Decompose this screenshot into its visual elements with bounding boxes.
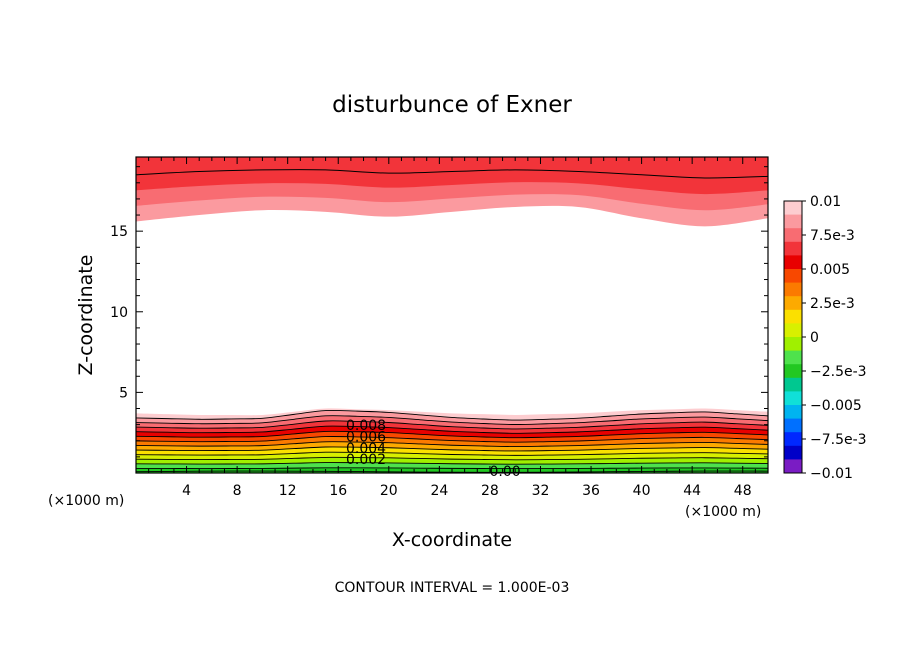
chart-title: disturbunce of Exner — [332, 92, 572, 118]
colorbar-segment — [784, 296, 802, 311]
x-tick-label: 36 — [582, 483, 600, 499]
colorbar-label: 0 — [810, 330, 819, 346]
colorbar-segment — [784, 201, 802, 216]
x-tick-label: 16 — [329, 483, 347, 499]
colorbar-segment — [784, 269, 802, 284]
lower-contour-line — [136, 462, 768, 465]
colorbar-segment — [784, 418, 802, 433]
colorbar-segment — [784, 350, 802, 365]
x-tick-label: 4 — [182, 483, 191, 499]
lower-contour-line — [136, 425, 768, 434]
lower-contour-line — [136, 415, 768, 425]
colorbar-segment — [784, 391, 802, 406]
colorbar-segment — [784, 241, 802, 256]
colorbar-segment — [784, 282, 802, 297]
x-tick-label: 32 — [532, 483, 550, 499]
colorbar-label: −2.5e-3 — [810, 364, 867, 380]
colorbar-segment — [784, 377, 802, 392]
x-unit-left: (×1000 m) — [48, 493, 124, 509]
lower-contour-line — [136, 409, 768, 421]
y-tick-label: 15 — [110, 224, 128, 240]
x-axis-ticks: 4 8 12 16 20 24 28 32 36 40 44 48 — [148, 157, 769, 499]
colorbar-label: −0.005 — [810, 398, 862, 414]
colorbar-label: −7.5e-3 — [810, 432, 867, 448]
lower-contour-line — [136, 436, 768, 443]
colorbar-segment — [784, 445, 802, 460]
x-tick-label: 12 — [279, 483, 297, 499]
colorbar-segment — [784, 323, 802, 338]
colorbar: 0.01 7.5e-3 0.005 2.5e-3 0 −2.5e-3 −0.005 −7.5e… — [783, 194, 867, 482]
x-tick-label: 20 — [380, 483, 398, 499]
lower-contour-line — [136, 467, 768, 470]
y-tick-label: 10 — [110, 305, 128, 321]
y-axis-ticks: 5 10 15 — [110, 166, 768, 458]
lower-contour-line — [136, 441, 768, 448]
colorbar-segment — [784, 405, 802, 420]
x-unit-right: (×1000 m) — [685, 504, 761, 520]
contour-label: 0.002 — [346, 452, 386, 468]
contour-label: 0.004 — [346, 441, 386, 457]
y-axis-label: Z-coordinate — [75, 255, 97, 376]
contour-label: 0.008 — [346, 418, 386, 434]
colorbar-segment — [784, 459, 802, 474]
lower-contour-line — [136, 420, 768, 430]
x-tick-label: 40 — [633, 483, 651, 499]
colorbar-segment — [784, 337, 802, 352]
colorbar-label: −0.01 — [810, 466, 853, 482]
lower-contour-line — [136, 456, 768, 461]
x-tick-label: 48 — [734, 483, 752, 499]
colorbar-label: 0.01 — [810, 194, 841, 210]
lower-contour-line — [136, 430, 768, 439]
lower-contour-line — [136, 451, 768, 456]
colorbar-label: 7.5e-3 — [810, 228, 855, 244]
contour-label: 0.00 — [490, 464, 521, 480]
colorbar-segment — [784, 228, 802, 243]
x-tick-label: 8 — [233, 483, 242, 499]
y-tick-label: 5 — [119, 385, 128, 401]
x-axis-label: X-coordinate — [392, 529, 512, 551]
colorbar-segment — [784, 364, 802, 379]
lower-contour-band — [136, 408, 768, 473]
colorbar-label: 0.005 — [810, 262, 850, 278]
lower-contour-line — [136, 446, 768, 452]
contour-interval-note: CONTOUR INTERVAL = 1.000E-03 — [335, 580, 570, 596]
x-tick-label: 44 — [683, 483, 701, 499]
colorbar-segment — [784, 214, 802, 229]
upper-band-fill — [136, 157, 768, 195]
upper-contour-line — [136, 169, 768, 179]
colorbar-label: 2.5e-3 — [810, 296, 855, 312]
colorbar-segment — [784, 432, 802, 447]
colorbar-segment — [784, 309, 802, 324]
x-tick-label: 28 — [481, 483, 499, 499]
contour-label: 0.006 — [346, 430, 386, 446]
x-tick-label: 24 — [430, 483, 448, 499]
colorbar-segment — [784, 255, 802, 270]
upper-contour-band — [136, 157, 768, 227]
